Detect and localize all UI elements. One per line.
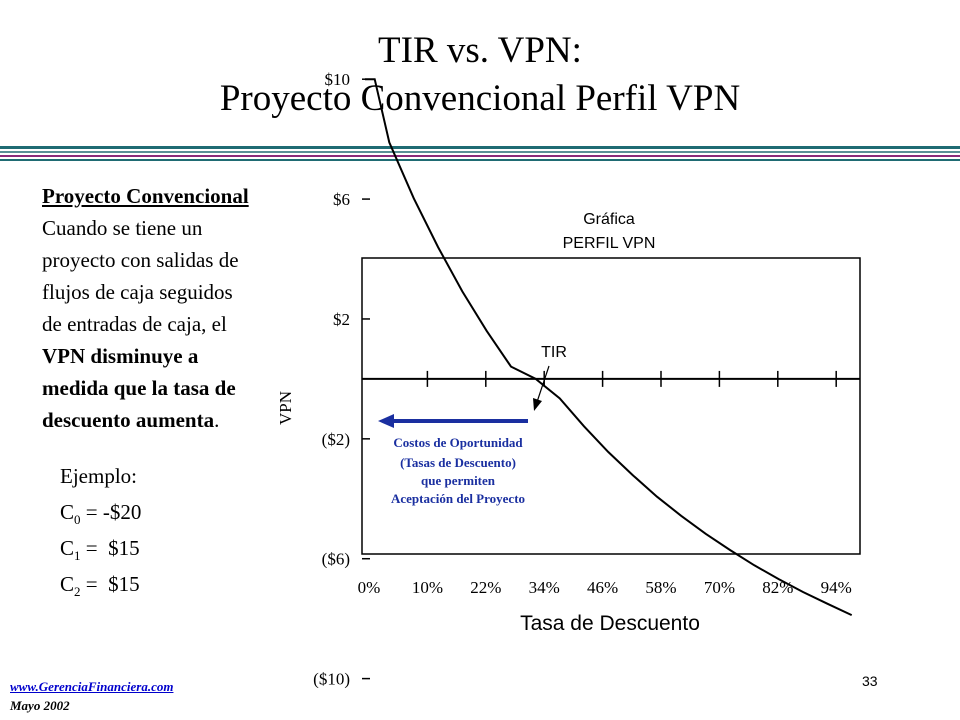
c-letter: C xyxy=(60,500,75,524)
range-label-line4: Aceptación del Proyecto xyxy=(391,491,525,506)
x-tick-label: 22% xyxy=(470,578,501,597)
description-line: Cuando se tiene un xyxy=(42,216,203,240)
example-c2: C2 = $15 xyxy=(60,572,140,600)
description-line: flujos de caja seguidos xyxy=(42,280,233,304)
description-line: proyecto con salidas de xyxy=(42,248,239,272)
tir-label: TIR xyxy=(541,344,567,361)
x-tick-label: 0% xyxy=(358,578,381,597)
c2-subscript: 2 xyxy=(74,584,81,600)
x-tick-label: 82% xyxy=(762,578,793,597)
y-axis-label: VPN xyxy=(276,391,295,425)
acceptance-range-arrowhead xyxy=(378,414,394,428)
plot-frame xyxy=(361,257,861,555)
example-label: Ejemplo: xyxy=(60,464,137,488)
example-c1: C1 = $15 xyxy=(60,536,140,564)
c1-subscript: 1 xyxy=(74,548,81,564)
c0-subscript: 0 xyxy=(74,512,81,528)
x-tick-label: 46% xyxy=(587,578,618,597)
example-c0: C0 = -$20 xyxy=(60,500,141,528)
y-tick-label: $6 xyxy=(333,190,350,209)
slide-title-line1: TIR vs. VPN: xyxy=(378,30,582,71)
y-tick-label: ($10) xyxy=(313,670,350,689)
y-tick-label: ($6) xyxy=(322,550,350,569)
range-label-line1: Costos de Oportunidad xyxy=(393,435,523,450)
description-line: de entradas de caja, el xyxy=(42,312,227,336)
range-label-line3: que permiten xyxy=(421,473,496,488)
footer-date: Mayo 2002 xyxy=(10,698,70,713)
description-bold: medida que la tasa de xyxy=(42,376,236,400)
y-tick-label: $2 xyxy=(333,310,350,329)
description-bold: descuento aumenta xyxy=(42,408,215,432)
x-axis-label: Tasa de Descuento xyxy=(520,612,700,635)
y-tick-label: $10 xyxy=(325,70,351,89)
chart-title-line2: PERFIL VPN xyxy=(563,235,656,252)
c-letter: C xyxy=(60,536,75,560)
c-letter: C xyxy=(60,572,75,596)
slide-title-line2: Proyecto Convencional Perfil VPN xyxy=(219,78,741,119)
y-tick-label: ($2) xyxy=(322,430,350,449)
page-number: 33 xyxy=(862,673,878,689)
tir-pointer-head xyxy=(533,398,542,411)
x-tick-label: 10% xyxy=(412,578,443,597)
npv-curve xyxy=(365,78,853,617)
c2-value: = $15 xyxy=(80,572,140,596)
description-bold: VPN disminuye a xyxy=(42,344,199,368)
description-text: Proyecto Convencional Cuando se tiene un… xyxy=(42,180,302,436)
x-tick-label: 34% xyxy=(529,578,560,597)
chart-title-line1: Gráfica xyxy=(583,211,635,228)
header-rule xyxy=(0,146,960,166)
c1-value: = $15 xyxy=(80,536,140,560)
x-tick-label: 94% xyxy=(821,578,852,597)
x-tick-label: 70% xyxy=(704,578,735,597)
c0-value: = -$20 xyxy=(80,500,142,524)
website-link[interactable]: www.GerenciaFinanciera.com xyxy=(10,679,174,694)
x-tick-label: 58% xyxy=(645,578,676,597)
description-period: . xyxy=(214,408,220,432)
tir-pointer xyxy=(536,365,550,403)
range-label-line2: (Tasas de Descuento) xyxy=(400,455,516,470)
description-heading: Proyecto Convencional xyxy=(42,184,249,208)
